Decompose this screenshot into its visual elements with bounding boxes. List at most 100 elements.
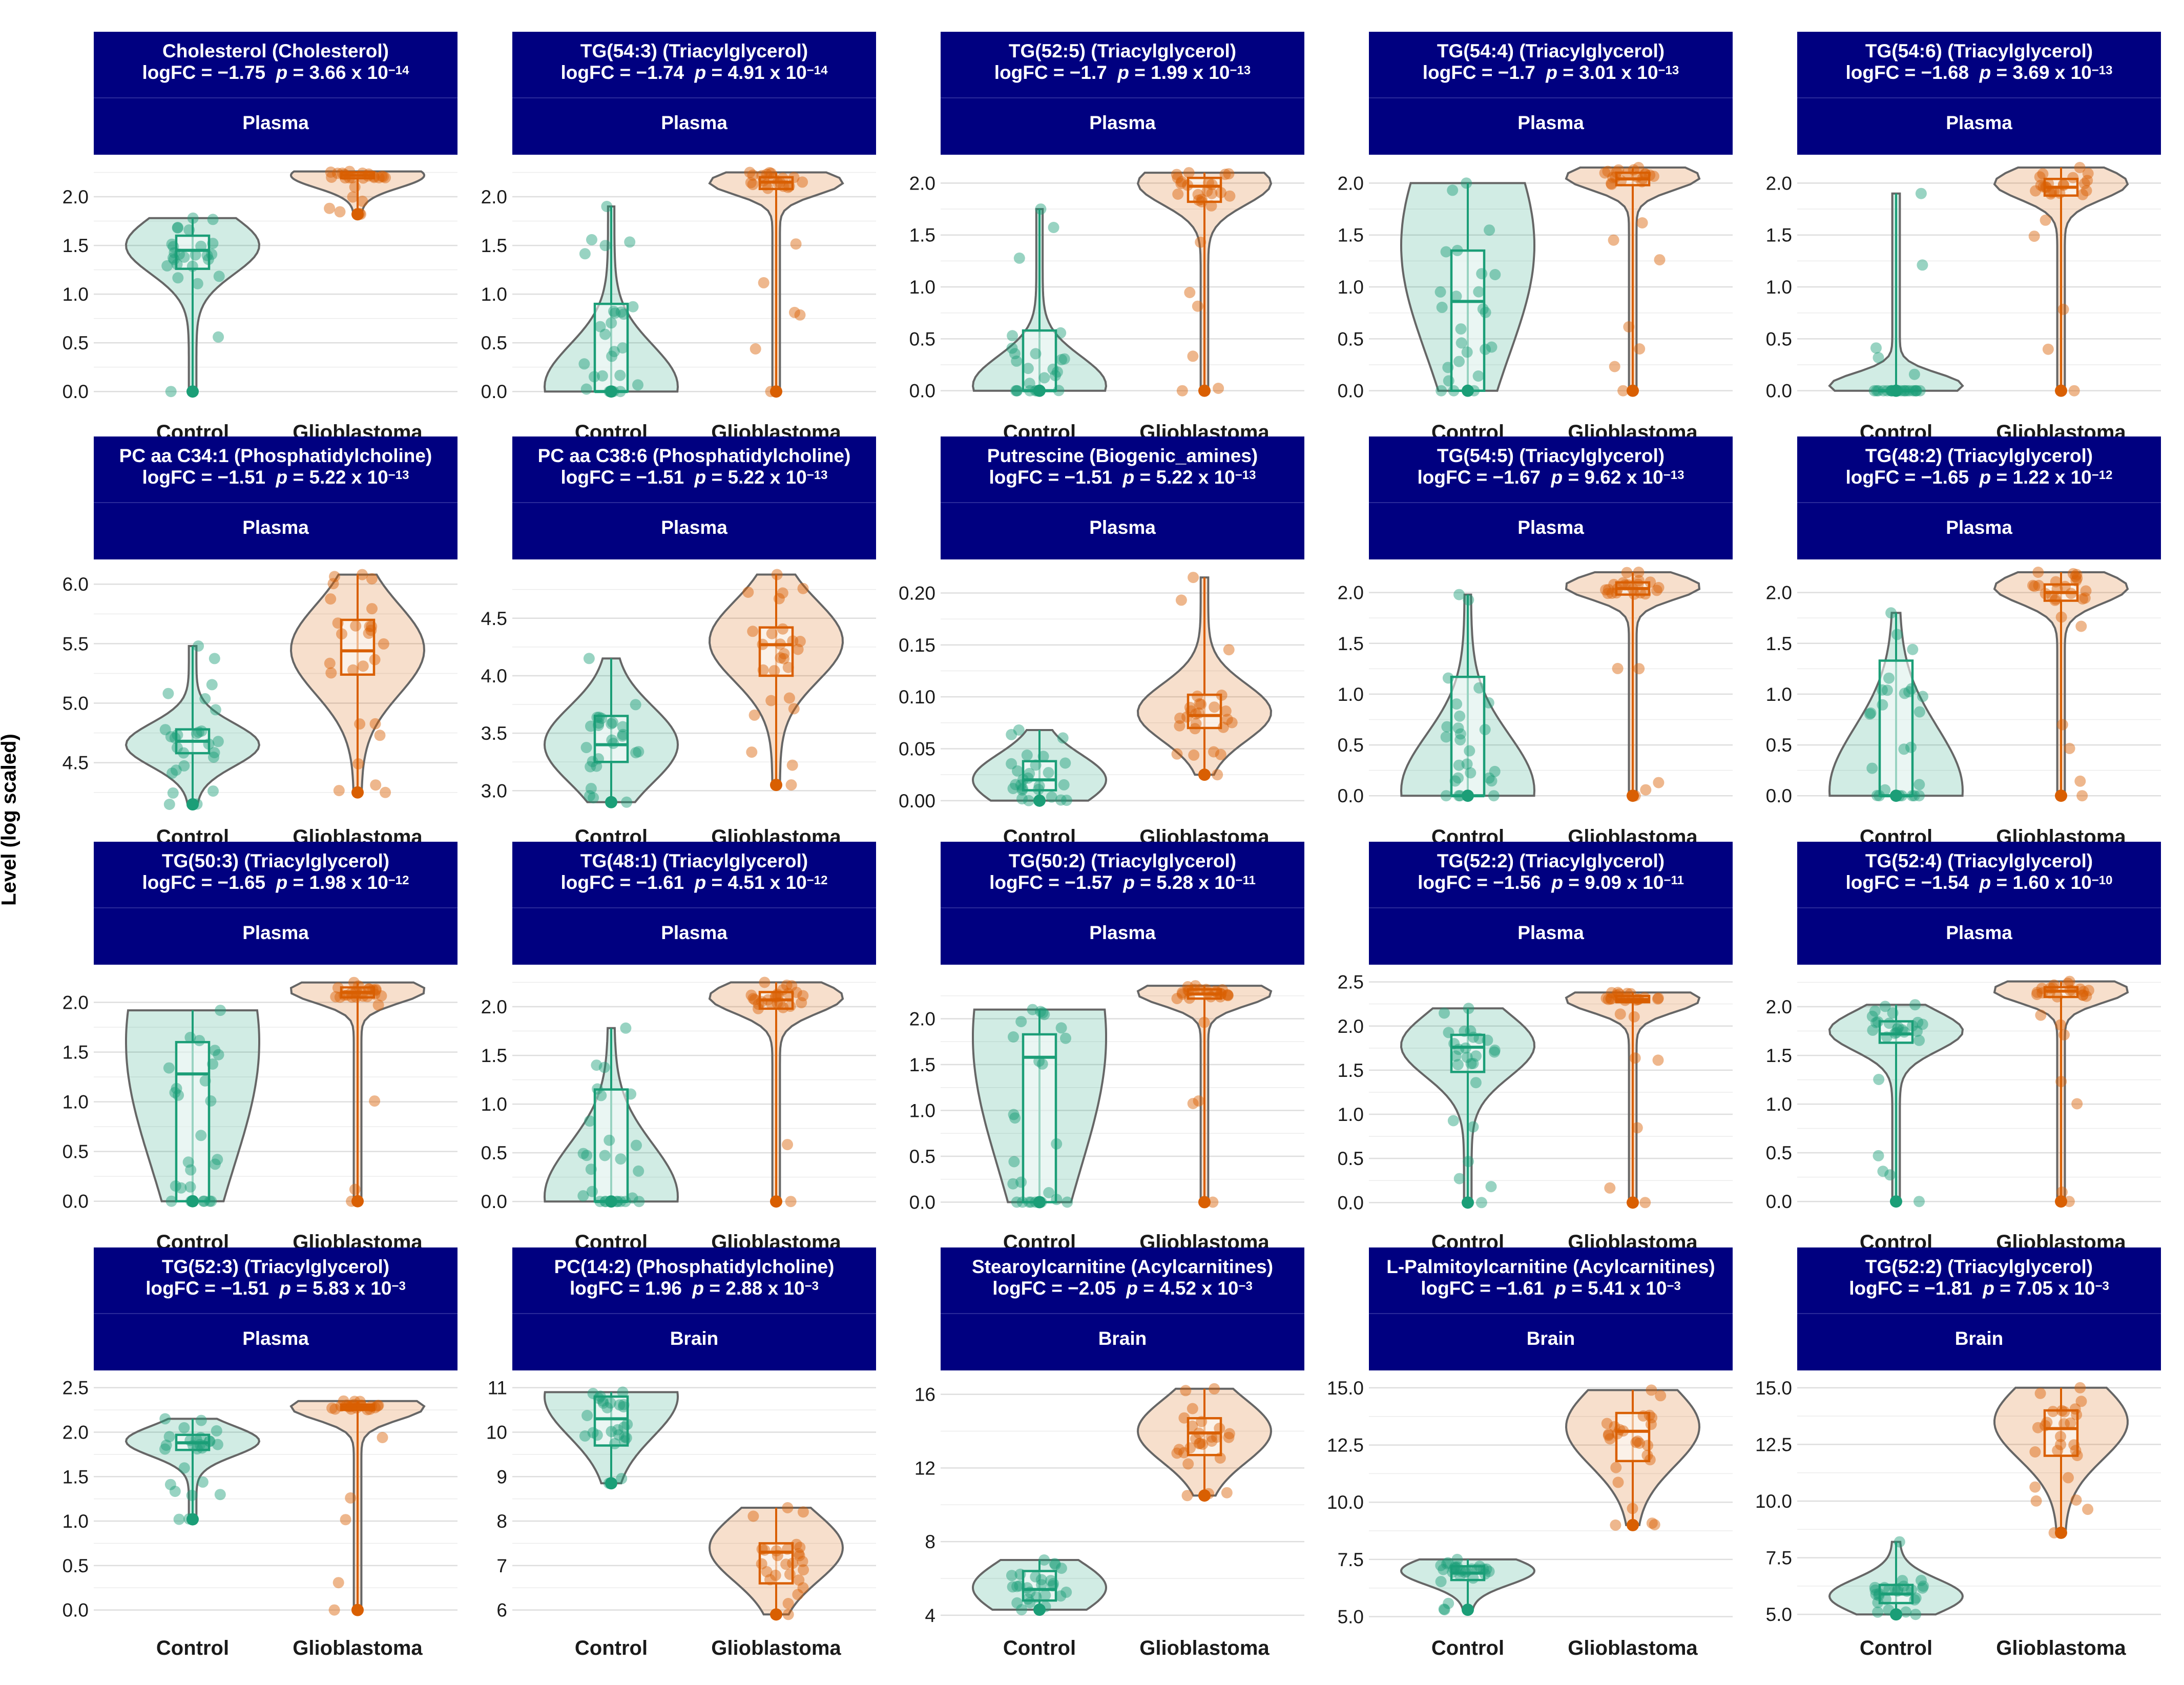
data-point [2027,579,2039,591]
data-point [1602,165,1614,177]
data-point [199,1075,211,1087]
data-point [1873,1590,1885,1601]
data-point [1038,1009,1050,1021]
data-point [598,1062,610,1073]
data-point [771,569,783,580]
data-point [1060,795,1072,806]
data-point [1190,1433,1201,1445]
data-point [1628,1011,1640,1023]
outlier-point [1627,1196,1639,1209]
data-point [747,179,759,191]
data-point [1184,287,1196,298]
data-point [2052,1445,2064,1457]
data-point [774,997,786,1009]
data-point [1652,1054,1664,1066]
data-point [757,664,769,676]
data-point [798,1564,809,1576]
data-point [344,172,356,184]
data-point [1654,254,1666,266]
outlier-point [770,1195,782,1208]
y-tick-label: 2.0 [63,186,89,207]
data-point [1187,1098,1199,1109]
data-point [339,172,351,184]
data-point [2076,790,2088,802]
facet-strip: L-Palmitoylcarnitine (Acylcarnitines) log… [1369,1247,1733,1370]
y-tick-label: 1.5 [481,1045,507,1066]
data-point [1636,176,1648,188]
data-point [352,980,364,992]
data-point [594,1390,606,1402]
data-point [618,308,630,320]
p-value: 9.62 x 10 [1584,467,1663,488]
data-point [2077,989,2089,1001]
data-point [1449,775,1461,787]
data-point [1055,1590,1067,1602]
outlier-point [1462,1604,1474,1616]
data-point [1473,682,1485,694]
data-point [165,386,177,398]
data-point [1221,989,1233,1001]
box [2043,1409,2079,1457]
data-point [1891,629,1903,640]
data-point [2045,188,2056,200]
data-point [782,661,794,673]
data-point [1633,162,1645,173]
data-point [2055,1439,2067,1450]
data-point [1628,164,1639,176]
data-point [1889,1028,1901,1039]
data-point [1877,699,1888,711]
data-point [1913,1196,1925,1208]
y-tick-label: 0.10 [899,687,935,708]
data-point [619,1196,631,1208]
data-point [1049,1558,1060,1569]
tissue-label: Brain [1526,1328,1575,1349]
data-point [369,988,381,1000]
data-point [214,1489,226,1501]
p-value: 1.22 x 10 [2012,467,2092,488]
x-tick-label: Glioblastoma [293,1637,423,1659]
data-point [1214,1452,1226,1464]
data-point [1635,587,1646,599]
data-point [1059,757,1071,769]
data-point [1021,750,1033,761]
data-point [1024,1597,1036,1609]
y-tick-label: 3.0 [481,780,507,801]
data-point [2063,1472,2074,1484]
data-point [1455,1565,1466,1577]
tissue-label: Plasma [1089,112,1156,133]
data-point [1223,644,1235,656]
data-point [1205,991,1217,1003]
data-point [207,238,219,249]
data-point [794,309,806,321]
data-point [1011,1580,1023,1592]
facet-stats: logFC = −2.05 p = 4.52 x 10−3 [992,1278,1253,1299]
data-point [1215,748,1226,760]
y-tick-label: 1.0 [481,284,507,305]
data-point [2069,1403,2081,1415]
tissue-label: Brain [670,1328,719,1349]
facet-title: TG(54:3) (Triacylglycerol) [580,40,808,61]
data-point [1489,765,1501,777]
data-point [764,167,776,178]
outlier-point [1033,1196,1046,1209]
data-point [1183,167,1195,179]
data-point [1176,176,1188,188]
data-point [1867,1024,1879,1036]
data-point [1644,1409,1655,1421]
data-point [1024,385,1036,397]
data-point [2051,991,2063,1003]
data-point [1201,185,1213,197]
logfc-label: logFC = 1.96 [569,1278,682,1299]
y-tick-label: 0.0 [1338,381,1364,402]
data-point [1651,585,1662,596]
data-point [2034,171,2046,183]
data-point [615,1153,627,1165]
data-point [788,172,800,183]
data-point [1454,710,1466,722]
data-point [1023,795,1034,806]
y-axis-title: Level (log scaled) [0,734,20,906]
data-point [769,991,781,1003]
